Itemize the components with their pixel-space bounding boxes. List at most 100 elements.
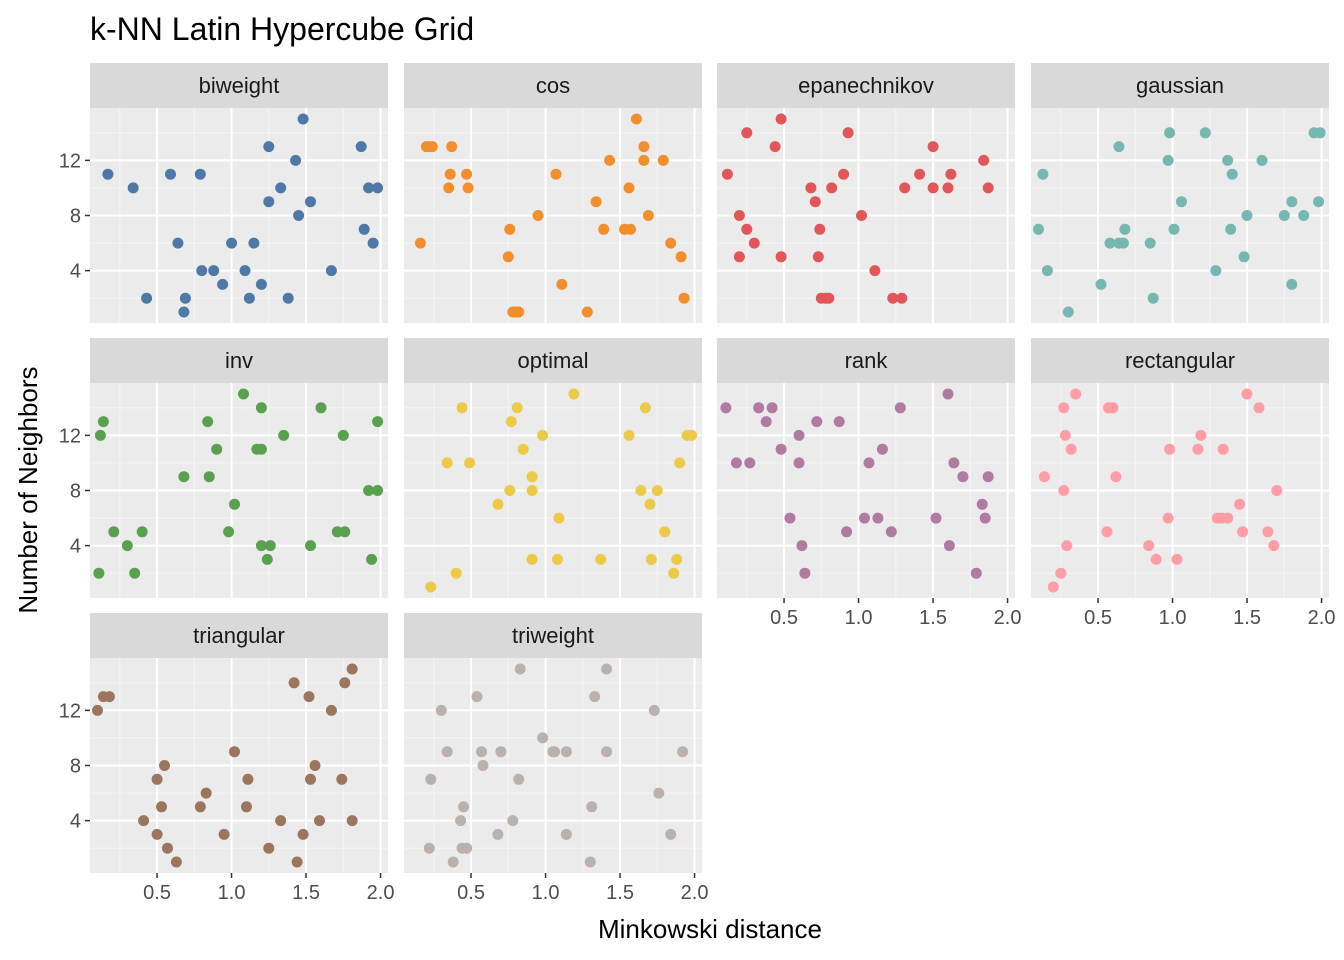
data-point bbox=[1055, 567, 1067, 579]
data-point bbox=[1237, 526, 1249, 538]
data-point bbox=[653, 787, 665, 799]
data-point bbox=[151, 828, 163, 840]
data-point bbox=[584, 856, 596, 868]
data-point bbox=[1164, 127, 1176, 139]
facet-rectangular: rectangular 0.5 1.0 1.5 2.0 bbox=[1031, 338, 1335, 629]
data-point bbox=[165, 168, 176, 180]
facet-strip-label: cos bbox=[536, 73, 570, 98]
x-tick-label: 2.0 bbox=[994, 607, 1022, 629]
data-point bbox=[444, 168, 456, 180]
data-point bbox=[560, 746, 572, 758]
x-tick-label: 1.0 bbox=[218, 882, 246, 904]
data-point bbox=[138, 815, 150, 827]
data-point bbox=[644, 498, 656, 510]
data-point bbox=[1038, 471, 1050, 483]
data-point bbox=[297, 828, 309, 840]
data-point bbox=[945, 168, 957, 180]
x-tick-label: 1.0 bbox=[532, 882, 560, 904]
data-point bbox=[1286, 278, 1298, 290]
data-point bbox=[425, 581, 437, 593]
data-point bbox=[1286, 196, 1298, 208]
facet-strip bbox=[1031, 63, 1329, 108]
data-point bbox=[526, 485, 538, 496]
data-point bbox=[1150, 553, 1162, 565]
data-point bbox=[1058, 402, 1070, 414]
data-point bbox=[156, 801, 167, 813]
data-point bbox=[229, 498, 240, 510]
facet-panels: biweight 4 8 12 cos epanechnikov gaussian inv 4 8… bbox=[59, 63, 1335, 904]
data-point bbox=[94, 429, 106, 441]
data-point bbox=[721, 168, 733, 180]
data-point bbox=[1041, 265, 1053, 277]
data-point bbox=[1278, 210, 1290, 221]
data-point bbox=[464, 457, 476, 469]
facet-strip-label: rank bbox=[845, 348, 889, 373]
data-point bbox=[550, 168, 562, 180]
facet-strip-label: biweight bbox=[199, 73, 280, 98]
data-point bbox=[927, 182, 939, 194]
data-point bbox=[957, 471, 969, 483]
data-point bbox=[455, 815, 467, 827]
data-point bbox=[595, 553, 607, 565]
data-point bbox=[1238, 251, 1250, 263]
y-tick-label: 4 bbox=[70, 811, 81, 833]
data-point bbox=[194, 168, 206, 180]
data-point bbox=[549, 746, 560, 758]
data-point bbox=[1113, 141, 1125, 153]
data-point bbox=[943, 540, 955, 552]
data-point bbox=[446, 141, 458, 153]
data-point bbox=[226, 237, 238, 249]
data-point bbox=[741, 223, 753, 235]
data-point bbox=[1298, 210, 1310, 221]
x-tick-label: 1.5 bbox=[606, 882, 634, 904]
data-point bbox=[414, 237, 426, 249]
data-point bbox=[504, 485, 516, 496]
data-point bbox=[979, 512, 991, 524]
facet-strip-label: triangular bbox=[193, 623, 285, 648]
data-point bbox=[887, 292, 899, 304]
facet-gaussian: gaussian bbox=[1031, 63, 1329, 323]
data-point bbox=[513, 773, 525, 785]
data-point bbox=[255, 278, 267, 290]
data-point bbox=[447, 856, 459, 868]
data-point bbox=[978, 154, 990, 166]
data-point bbox=[238, 388, 249, 400]
y-axis-title: Number of Neighbors bbox=[13, 366, 43, 613]
data-point bbox=[623, 182, 635, 194]
data-point bbox=[635, 485, 647, 496]
facet-strip bbox=[717, 63, 1015, 108]
data-point bbox=[1033, 223, 1044, 235]
facet-strip-label: optimal bbox=[518, 348, 589, 373]
data-point bbox=[793, 457, 805, 469]
data-point bbox=[869, 265, 881, 277]
data-point bbox=[517, 443, 529, 455]
data-point bbox=[263, 141, 275, 153]
data-point bbox=[856, 210, 867, 221]
data-point bbox=[261, 553, 273, 565]
data-point bbox=[218, 828, 230, 840]
facet-rank: rank 0.5 1.0 1.5 2.0 bbox=[717, 338, 1021, 629]
data-point bbox=[601, 746, 613, 758]
data-point bbox=[744, 457, 756, 469]
data-point bbox=[275, 182, 287, 194]
data-point bbox=[1176, 196, 1187, 208]
data-point bbox=[211, 443, 223, 455]
x-tick-label: 1.5 bbox=[919, 607, 947, 629]
data-point bbox=[1162, 512, 1174, 524]
data-point bbox=[495, 746, 507, 758]
data-point bbox=[242, 773, 254, 785]
data-point bbox=[462, 182, 474, 194]
x-tick-label: 0.5 bbox=[143, 882, 171, 904]
x-tick-label: 2.0 bbox=[367, 882, 395, 904]
data-point bbox=[630, 113, 642, 125]
data-point bbox=[141, 292, 153, 304]
data-point bbox=[1192, 443, 1204, 455]
data-point bbox=[805, 182, 817, 194]
data-point bbox=[686, 429, 698, 441]
data-point bbox=[102, 168, 114, 180]
data-point bbox=[1199, 127, 1211, 139]
x-tick-label: 2.0 bbox=[1308, 607, 1336, 629]
data-point bbox=[678, 292, 690, 304]
data-point bbox=[677, 746, 689, 758]
data-point bbox=[202, 416, 214, 428]
